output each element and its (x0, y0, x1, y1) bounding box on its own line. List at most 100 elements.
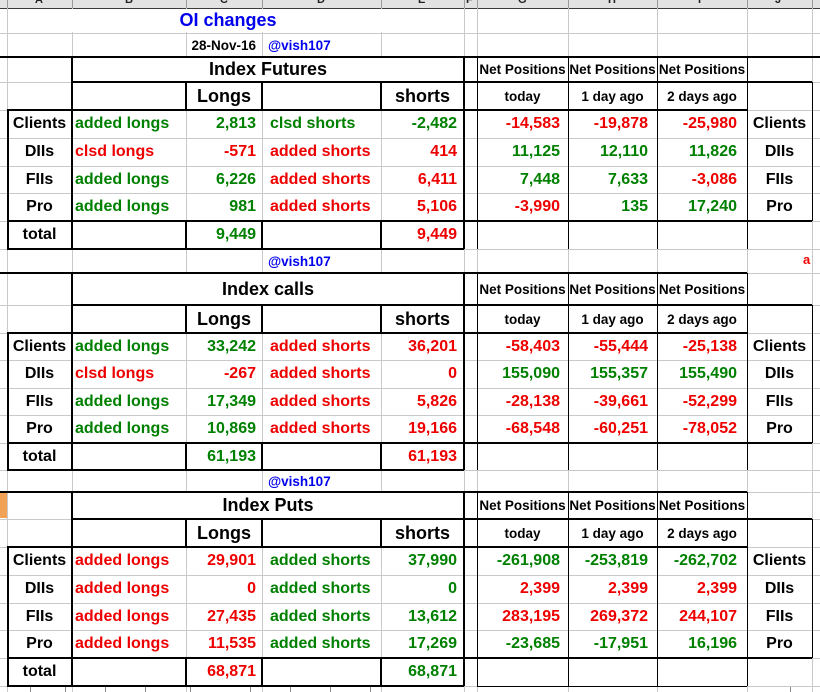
row-label[interactable]: Clients (12, 552, 67, 569)
short-action[interactable]: added shorts (270, 170, 371, 188)
row-label[interactable]: Clients (12, 115, 67, 132)
short-action[interactable]: added shorts (270, 365, 371, 382)
net-value[interactable]: -253,819 (584, 552, 648, 569)
short-action[interactable]: clsd shorts (270, 115, 356, 132)
total-short-value[interactable]: 9,449 (416, 226, 457, 243)
long-action[interactable]: added longs (75, 198, 170, 215)
short-value[interactable]: 19,166 (408, 420, 457, 437)
total-label[interactable]: total (22, 663, 57, 680)
section-title[interactable]: Index Puts (73, 493, 463, 518)
short-action[interactable]: added shorts (270, 607, 371, 625)
shorts-header[interactable]: shorts (394, 85, 450, 106)
short-value[interactable]: 13,612 (408, 607, 457, 625)
net-positions-header[interactable]: Net Positions (569, 62, 656, 77)
long-value[interactable]: 29,901 (207, 552, 256, 569)
short-action[interactable]: added shorts (270, 552, 371, 569)
row-label[interactable]: Clients (12, 337, 67, 355)
net-right-label[interactable]: FIIs (765, 607, 794, 625)
total-label[interactable]: total (22, 447, 57, 465)
short-action[interactable]: added shorts (270, 580, 371, 597)
net-value[interactable]: 244,107 (679, 607, 737, 625)
row-label[interactable]: DIIs (24, 143, 55, 160)
net-value[interactable]: 12,110 (599, 143, 648, 160)
net-value[interactable]: -3,990 (514, 198, 560, 215)
short-action[interactable]: added shorts (270, 392, 371, 410)
net-value[interactable]: -3,086 (691, 170, 737, 188)
net-col-header[interactable]: 1 day ago (581, 525, 644, 541)
short-value[interactable]: 17,269 (408, 635, 457, 652)
row-label[interactable]: FIIs (25, 170, 54, 188)
long-action[interactable]: added longs (75, 580, 170, 597)
net-value[interactable]: -23,685 (505, 635, 560, 652)
net-value[interactable]: -25,980 (682, 115, 737, 132)
net-value[interactable]: 2,399 (607, 580, 648, 597)
net-col-header[interactable]: 2 days ago (667, 525, 737, 541)
shorts-header[interactable]: shorts (394, 522, 450, 543)
net-right-label[interactable]: DIIs (764, 143, 795, 160)
short-value[interactable]: 37,990 (408, 552, 457, 569)
date-cell[interactable]: 28-Nov-16 (191, 37, 256, 53)
long-value[interactable]: 6,226 (215, 170, 256, 188)
net-value[interactable]: -78,052 (682, 420, 737, 437)
net-col-header[interactable]: 1 day ago (581, 88, 644, 104)
long-value[interactable]: 33,242 (207, 337, 256, 355)
net-value[interactable]: -262,702 (673, 552, 737, 569)
handle-cell[interactable]: @vish107 (268, 253, 331, 269)
net-value[interactable]: 7,633 (607, 170, 648, 188)
net-positions-header[interactable]: Net Positions (658, 281, 746, 297)
long-action[interactable]: added longs (75, 392, 170, 410)
long-action[interactable]: added longs (75, 337, 170, 355)
net-col-header[interactable]: 2 days ago (667, 311, 737, 327)
net-value[interactable]: -28,138 (505, 392, 560, 410)
net-col-header[interactable]: today (504, 525, 541, 541)
long-action[interactable]: added longs (75, 552, 170, 569)
longs-header[interactable]: Longs (197, 308, 251, 329)
row-label[interactable]: DIIs (24, 580, 55, 597)
net-col-header[interactable]: today (504, 88, 541, 104)
net-positions-header[interactable]: Net Positions (479, 498, 566, 513)
short-action[interactable]: added shorts (270, 635, 371, 652)
net-col-header[interactable]: today (504, 311, 541, 327)
long-value[interactable]: 2,813 (215, 115, 256, 132)
short-value[interactable]: 36,201 (408, 337, 457, 355)
net-right-label[interactable]: Pro (766, 635, 793, 652)
row-label[interactable]: FIIs (25, 607, 54, 625)
net-value[interactable]: -58,403 (505, 337, 560, 355)
short-value[interactable]: 6,411 (417, 170, 457, 188)
short-action[interactable]: added shorts (270, 420, 371, 437)
short-value[interactable]: 0 (448, 580, 457, 597)
short-action[interactable]: added shorts (270, 337, 371, 355)
net-value[interactable]: 155,090 (502, 365, 560, 382)
handle-cell[interactable]: @vish107 (268, 37, 331, 53)
total-short-value[interactable]: 61,193 (408, 447, 457, 465)
net-right-label[interactable]: Clients (752, 337, 807, 355)
long-action[interactable]: added longs (75, 420, 170, 437)
net-value[interactable]: -39,661 (593, 392, 648, 410)
net-value[interactable]: 155,490 (679, 365, 737, 382)
short-value[interactable]: 414 (430, 143, 457, 160)
net-value[interactable]: 2,399 (696, 580, 737, 597)
net-value[interactable]: 16,196 (688, 635, 737, 652)
long-action[interactable]: added longs (75, 607, 170, 625)
long-value[interactable]: 17,349 (207, 392, 256, 410)
net-positions-header[interactable]: Net Positions (569, 498, 656, 513)
net-value[interactable]: -19,878 (593, 115, 648, 132)
net-positions-header[interactable]: Net Positions (569, 281, 656, 297)
net-col-header[interactable]: 1 day ago (581, 311, 644, 327)
long-value[interactable]: 27,435 (207, 607, 256, 625)
long-value[interactable]: 981 (229, 198, 256, 215)
net-right-label[interactable]: Pro (766, 420, 793, 437)
long-value[interactable]: -571 (223, 143, 256, 160)
row-label[interactable]: Pro (26, 420, 53, 437)
net-value[interactable]: 11,125 (511, 143, 560, 160)
net-value[interactable]: 2,399 (519, 580, 560, 597)
long-action[interactable]: added longs (75, 635, 170, 652)
net-right-label[interactable]: DIIs (764, 365, 795, 382)
long-action[interactable]: clsd longs (75, 365, 155, 382)
longs-header[interactable]: Longs (197, 522, 251, 543)
net-value[interactable]: 7,448 (519, 170, 560, 188)
net-value[interactable]: 283,195 (502, 607, 560, 625)
section-title[interactable]: Index calls (73, 274, 463, 304)
net-value[interactable]: -14,583 (505, 115, 560, 132)
net-value[interactable]: -68,548 (505, 420, 560, 437)
